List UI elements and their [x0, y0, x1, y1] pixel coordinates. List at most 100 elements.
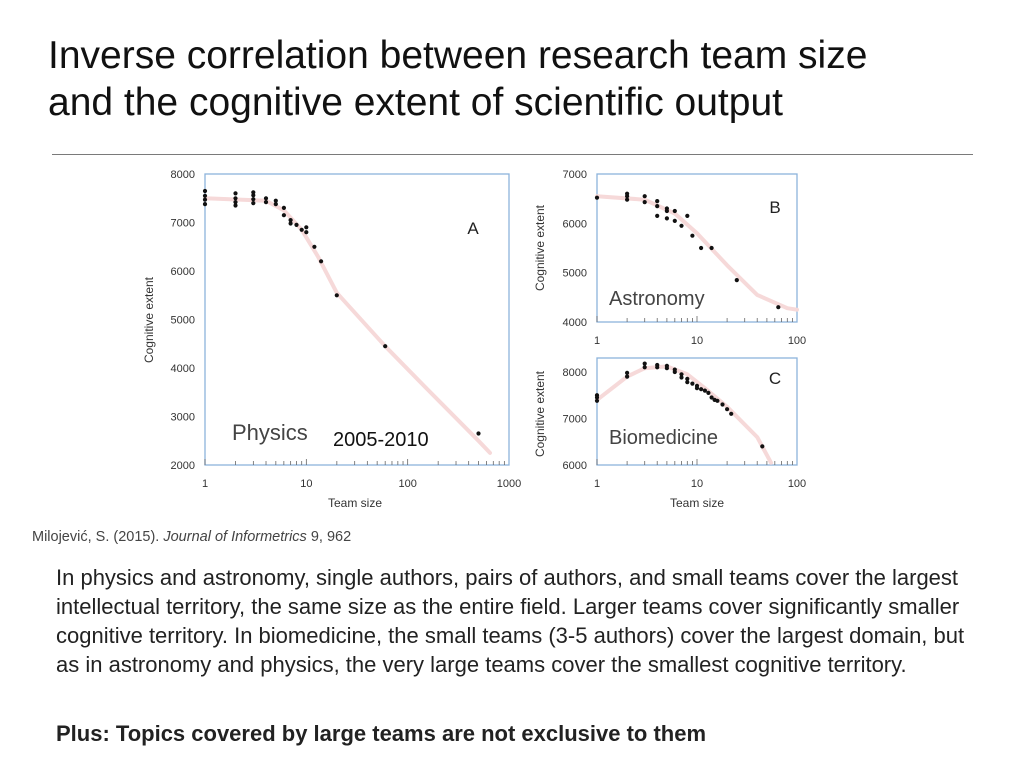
panel-b-ylabel: Cognitive extent [533, 204, 547, 291]
panel-a-data-point [273, 202, 278, 207]
panel-c-data-point [625, 370, 630, 375]
panel-a-data-point [202, 193, 208, 198]
panel-b-y-tick-label: 5000 [563, 268, 587, 280]
panel-a-data-point [251, 193, 256, 198]
panel-c-y-tick-label: 7000 [563, 413, 587, 425]
title-line-1: Inverse correlation between research tea… [48, 34, 868, 77]
panel-b-plot: 1 10 100 4000 5000 6000 7000 [563, 169, 807, 347]
panel-c-trend-line [595, 364, 773, 465]
panel-a-data-point [251, 190, 256, 195]
panel-b-y-tick-label: 7000 [563, 169, 587, 181]
panel-b-data-point [679, 223, 684, 228]
panel-a-data-point [251, 201, 256, 206]
panel-a-data-point [299, 227, 304, 232]
panel-c-x-tick-label: 10 [691, 478, 703, 490]
panel-c-data-point [706, 390, 711, 395]
panel-b-data-point [594, 195, 600, 200]
panel-b-data-point [664, 216, 670, 221]
panel-c-data-point [725, 407, 730, 412]
panel-b-data-point [672, 208, 677, 214]
panel-a-y-tick-label: 5000 [171, 315, 195, 327]
panel-a-data-point [281, 205, 286, 210]
panel-a-data-point [233, 203, 238, 208]
panel-c-data-point [642, 361, 647, 366]
panel-b-x-tick-label: 10 [691, 335, 703, 347]
panel-b-data-point [655, 199, 660, 204]
plus-statement: Plus: Topics covered by large teams are … [56, 721, 707, 746]
panel-a-y-tick-label: 7000 [171, 218, 195, 230]
panel-b-data-point [642, 200, 647, 205]
panel-b-data-point [776, 305, 781, 310]
panel-a-x-tick-label: 10 [300, 478, 312, 490]
title-divider [52, 154, 973, 155]
panel-c: 1 10 100 6000 7000 8000 C Biomedicine Team si… [533, 357, 806, 510]
panel-b-data-point [664, 208, 670, 214]
panel-a-x-tick-label: 1 [202, 478, 208, 490]
panel-a-data-point [273, 198, 278, 203]
citation: Milojević, S. (2015). Journal of Informe… [32, 529, 351, 545]
citation-volume: 9, 962 [306, 529, 352, 545]
panel-b: 1 10 100 4000 5000 6000 7000 B Astronomy Cogni… [533, 169, 806, 347]
panel-a-y-tick-label: 8000 [171, 169, 195, 181]
slide-title: Inverse correlation between research tea… [48, 32, 998, 126]
panel-b-data-point [690, 233, 695, 238]
panel-a-plot: 1 10 100 1000 2000 3000 4000 5000 6000 7000 8000 [171, 169, 522, 490]
panel-c-data-point [702, 388, 708, 393]
panel-a-field: Physics [232, 420, 308, 445]
panel-a-data-point [202, 197, 208, 202]
panel-a-data-point [319, 259, 324, 264]
panel-c-data-point [625, 374, 630, 379]
panel-a-data-point [233, 200, 238, 205]
panel-c-data-point [594, 395, 600, 400]
panel-a-data-point [334, 293, 339, 298]
panel-c-data-point [729, 411, 734, 416]
body-text: In physics and astronomy, single authors… [56, 565, 965, 677]
panel-b-data-point [655, 213, 660, 218]
panel-b-x-tick-label: 100 [788, 335, 806, 347]
panel-c-data-point [672, 369, 677, 375]
panel-b-data-point [625, 197, 630, 202]
panel-b-x-tick-label: 1 [594, 335, 600, 347]
panel-b-data-point [625, 194, 630, 199]
panel-a-y-tick-label: 4000 [171, 363, 195, 375]
panel-a: 1 10 100 1000 2000 3000 4000 5000 6000 7000 8000 A… [142, 169, 521, 510]
panel-b-y-tick-label: 4000 [563, 317, 587, 329]
panel-a-data-point [281, 213, 286, 218]
panel-a-y-tick-label: 6000 [171, 266, 195, 278]
panel-c-data-point [679, 372, 684, 377]
panel-c-data-point [664, 366, 670, 371]
panel-a-data-point [288, 218, 293, 223]
panel-a-data-point [263, 200, 269, 205]
panel-b-field: Astronomy [609, 288, 705, 310]
panel-b-y-tick-label: 6000 [563, 218, 587, 230]
panel-c-data-point [642, 365, 647, 370]
panel-c-x-tick-label: 1 [594, 478, 600, 490]
panel-b-data-point [709, 245, 714, 251]
panel-c-xlabel: Team size [670, 496, 724, 510]
panel-c-data-point [679, 375, 684, 380]
panel-a-y-tick-label: 2000 [171, 460, 195, 472]
panel-c-data-point [694, 386, 700, 391]
panel-b-label: B [769, 198, 780, 217]
panel-a-x-tick-label: 1000 [497, 478, 521, 490]
citation-journal: Journal of Informetrics [163, 529, 307, 545]
panel-a-data-point [304, 225, 309, 230]
panel-a-y-tick-label: 3000 [171, 412, 195, 424]
panel-c-data-point [690, 381, 695, 386]
panel-c-ylabel: Cognitive extent [533, 370, 547, 457]
panel-b-data-point [642, 194, 647, 199]
panel-a-ylabel: Cognitive extent [142, 276, 156, 363]
panel-a-x-tick-label: 100 [398, 478, 416, 490]
panel-a-data-point [288, 221, 293, 226]
panel-a-frame [204, 173, 510, 466]
panel-b-data-point [734, 278, 739, 283]
panel-c-data-point [699, 387, 704, 392]
panel-a-data-point [476, 431, 481, 436]
panel-c-data-point [720, 402, 725, 407]
panel-c-field: Biomedicine [609, 427, 718, 449]
panel-a-data-point [202, 202, 208, 207]
panel-a-data-point [251, 197, 256, 202]
panel-a-data-point [312, 244, 317, 249]
panel-a-xlabel: Team size [328, 496, 382, 510]
